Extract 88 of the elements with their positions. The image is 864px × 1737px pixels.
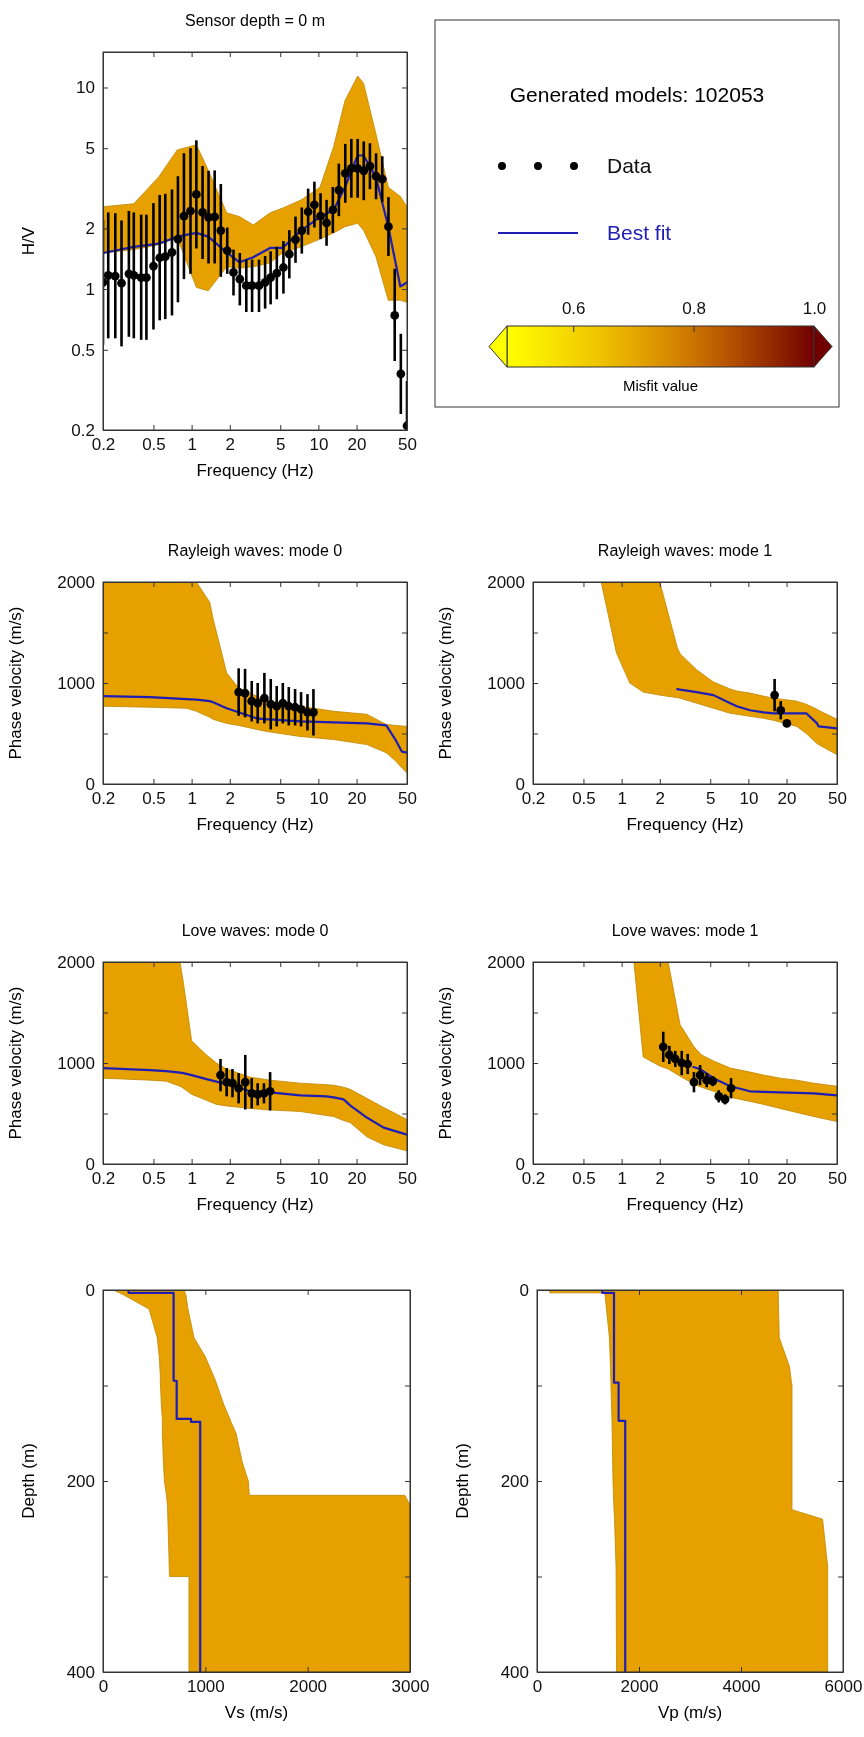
- x-tick-label: 2: [225, 1169, 236, 1189]
- y-tick-label: 1000: [57, 673, 95, 693]
- x-tick-label: 10: [739, 1169, 759, 1189]
- x-tick-label: 10: [309, 1169, 329, 1189]
- chart-title: Love waves: mode 1: [611, 922, 759, 939]
- x-tick-label: 1000: [186, 1677, 225, 1697]
- y-axis-title: Phase velocity (m/s): [6, 986, 25, 1140]
- x-tick-label: 20: [777, 789, 797, 809]
- x-tick-label: 2000: [620, 1677, 659, 1697]
- y-tick-label: 2000: [487, 952, 525, 972]
- x-tick-label: 0: [532, 1677, 543, 1697]
- y-tick-label: 200: [66, 1471, 95, 1491]
- x-tick-label: 50: [828, 789, 847, 809]
- x-tick-label: 3000: [391, 1677, 430, 1697]
- x-tick-label: 1: [187, 1169, 197, 1189]
- y-tick-label: 1: [85, 280, 95, 300]
- x-tick-label: 20: [347, 435, 367, 455]
- y-tick-label: 400: [66, 1662, 95, 1682]
- y-tick-label: 1000: [57, 1053, 95, 1073]
- x-tick-label: 5: [275, 789, 286, 809]
- x-tick-label: 2: [225, 435, 236, 455]
- x-axis-title: Vs (m/s): [224, 1703, 289, 1722]
- x-axis-title: Vp (m/s): [657, 1703, 723, 1722]
- x-tick-label: 2: [225, 789, 236, 809]
- x-tick-label: 5: [275, 1169, 286, 1189]
- x-tick-label: 20: [347, 1169, 367, 1189]
- x-tick-label: 1: [187, 789, 197, 809]
- x-tick-label: 10: [309, 435, 329, 455]
- y-axis-title: Phase velocity (m/s): [436, 606, 455, 760]
- x-tick-label: 20: [777, 1169, 797, 1189]
- x-tick-label: 50: [398, 1169, 417, 1189]
- x-axis-title: Frequency (Hz): [196, 1195, 314, 1214]
- y-axis-title: Phase velocity (m/s): [436, 986, 455, 1140]
- y-tick-label: 200: [500, 1471, 529, 1491]
- y-tick-label: 2000: [57, 572, 95, 592]
- x-tick-label: 50: [828, 1169, 847, 1189]
- x-tick-label: 2: [655, 1169, 666, 1189]
- y-tick-label: 0: [519, 1280, 529, 1300]
- y-tick-label: 2000: [487, 572, 525, 592]
- x-tick-label: 0.5: [142, 435, 166, 455]
- x-axis-title: Frequency (Hz): [196, 815, 314, 834]
- color-bar-label: 1.0: [802, 299, 827, 318]
- y-tick-label: 0.5: [71, 340, 95, 360]
- x-tick-label: 5: [705, 1169, 716, 1189]
- x-tick-label: 1: [617, 1169, 627, 1189]
- y-axis-title: H/V: [19, 226, 38, 256]
- y-tick-label: 1000: [487, 1053, 525, 1073]
- chart-title: Sensor depth = 0 m: [184, 12, 326, 29]
- x-axis-title: Frequency (Hz): [196, 461, 314, 480]
- x-tick-label: 6000: [824, 1677, 863, 1697]
- y-tick-label: 400: [500, 1662, 529, 1682]
- chart-title: Love waves: mode 0: [181, 922, 329, 939]
- color-bar-label: 0.8: [682, 299, 706, 318]
- color-bar-label: 0.6: [561, 299, 586, 318]
- x-tick-label: 50: [398, 789, 417, 809]
- x-axis-title: Frequency (Hz): [626, 1195, 744, 1214]
- x-tick-label: 1: [617, 789, 627, 809]
- y-axis-title: Depth (m): [19, 1443, 38, 1519]
- x-axis-title: Frequency (Hz): [626, 815, 744, 834]
- x-tick-label: 50: [398, 435, 417, 455]
- legend-label: Data: [607, 154, 652, 177]
- y-tick-label: 5: [85, 139, 95, 159]
- x-tick-label: 5: [275, 435, 286, 455]
- x-tick-label: 20: [347, 789, 367, 809]
- x-tick-label: 10: [739, 789, 759, 809]
- x-tick-label: 0.5: [142, 1169, 166, 1189]
- y-tick-label: 2000: [57, 952, 95, 972]
- x-tick-label: 0: [98, 1677, 109, 1697]
- x-tick-label: 0.5: [572, 789, 596, 809]
- y-tick-label: 2: [85, 219, 95, 239]
- y-tick-label: 10: [76, 78, 95, 98]
- x-tick-label: 5: [705, 789, 716, 809]
- y-axis-title: Phase velocity (m/s): [6, 606, 25, 760]
- x-tick-label: 2: [655, 789, 666, 809]
- y-axis-title: Depth (m): [453, 1443, 472, 1519]
- x-tick-label: 10: [309, 789, 329, 809]
- x-tick-label: 0.5: [572, 1169, 596, 1189]
- chart-title: Rayleigh waves: mode 1: [597, 542, 773, 559]
- chart-title: Rayleigh waves: mode 0: [167, 542, 343, 559]
- legend-title: Generated models: 102053: [509, 83, 765, 106]
- y-tick-label: 1000: [487, 673, 525, 693]
- color-bar-title: Misfit value: [622, 377, 699, 394]
- y-tick-label: 0: [85, 1280, 95, 1300]
- x-tick-label: 2000: [289, 1677, 328, 1697]
- x-tick-label: 4000: [722, 1677, 761, 1697]
- x-tick-label: 0.5: [142, 789, 166, 809]
- legend-label: Best fit: [607, 221, 672, 244]
- x-tick-label: 1: [187, 435, 197, 455]
